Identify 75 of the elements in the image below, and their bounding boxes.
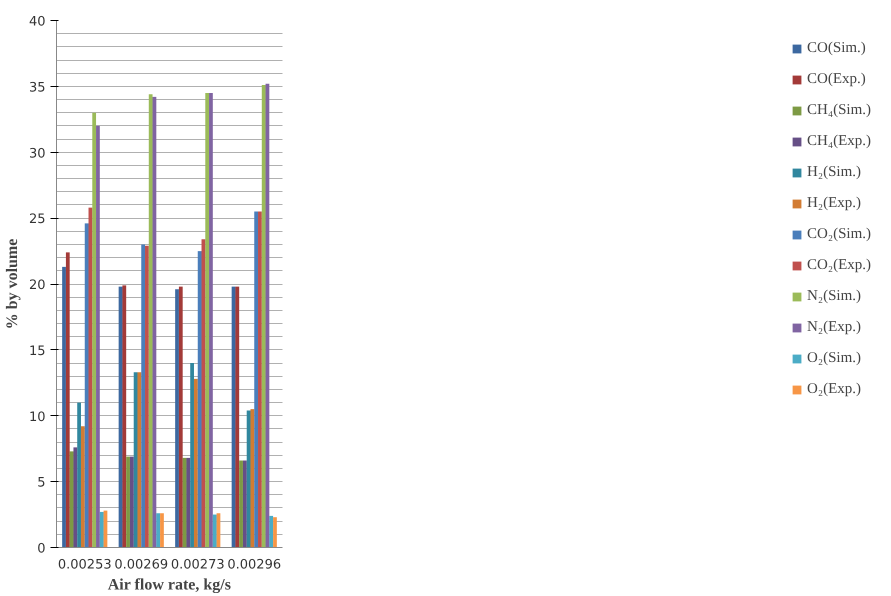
bar bbox=[88, 208, 92, 548]
legend-label: O₂(Sim.) bbox=[807, 350, 861, 367]
bar bbox=[269, 516, 274, 548]
bar bbox=[235, 286, 240, 548]
bar bbox=[141, 244, 146, 548]
bar bbox=[160, 513, 164, 548]
bar bbox=[145, 246, 149, 548]
y-tick-label: 25 bbox=[28, 212, 46, 228]
bar bbox=[178, 286, 183, 548]
bar bbox=[273, 517, 277, 548]
legend-label: CO₂(Exp.) bbox=[807, 257, 871, 274]
bar bbox=[137, 372, 142, 548]
bar bbox=[84, 223, 89, 548]
bar bbox=[70, 451, 74, 548]
y-tick-label: 20 bbox=[28, 278, 46, 293]
bar bbox=[254, 212, 258, 548]
legend-label: CO(Sim.) bbox=[807, 40, 866, 57]
bar bbox=[80, 426, 85, 548]
bar bbox=[66, 252, 70, 548]
legend-label: N₂(Exp.) bbox=[807, 319, 861, 336]
bar bbox=[186, 458, 190, 548]
x-axis-title: Air flow rate, kg/s bbox=[108, 576, 231, 594]
bar bbox=[262, 85, 266, 548]
bar bbox=[156, 513, 160, 548]
y-tick-label: 30 bbox=[28, 146, 46, 162]
legend-label: O₂(Exp.) bbox=[807, 381, 861, 398]
bar bbox=[232, 286, 236, 548]
y-axis-title: % by volume bbox=[4, 238, 21, 330]
bar bbox=[134, 372, 138, 548]
bar bbox=[73, 447, 78, 548]
legend-label: H₂(Sim.) bbox=[807, 164, 861, 181]
bar bbox=[182, 458, 186, 548]
bar bbox=[246, 410, 250, 548]
bar bbox=[205, 92, 210, 548]
bar bbox=[198, 251, 202, 548]
legend-label: CH₄(Exp.) bbox=[807, 133, 871, 150]
bar bbox=[190, 363, 194, 548]
bar bbox=[202, 239, 206, 548]
bar bbox=[96, 126, 100, 548]
y-tick-label: 35 bbox=[28, 80, 46, 96]
bar bbox=[126, 456, 130, 548]
y-tick-label: 0 bbox=[37, 542, 46, 556]
x-tick-label: 0.00269 bbox=[114, 558, 168, 572]
bar bbox=[209, 92, 213, 548]
bar bbox=[130, 456, 134, 548]
bar bbox=[148, 94, 153, 548]
x-tick-label: 0.00253 bbox=[58, 558, 112, 572]
bar bbox=[122, 285, 126, 548]
bar bbox=[266, 84, 270, 548]
y-tick-label: 40 bbox=[28, 14, 46, 30]
bar bbox=[250, 409, 254, 548]
bar bbox=[77, 402, 81, 548]
bar bbox=[242, 460, 247, 548]
bar bbox=[212, 514, 217, 548]
bar bbox=[100, 512, 104, 548]
y-tick-label: 10 bbox=[28, 410, 46, 425]
bar bbox=[104, 510, 108, 548]
bar bbox=[62, 266, 66, 548]
bar bbox=[118, 286, 122, 548]
legend-label: CH₄(Sim.) bbox=[807, 102, 871, 119]
y-tick-label: 5 bbox=[37, 476, 46, 491]
bar bbox=[216, 513, 220, 548]
bar bbox=[239, 460, 243, 548]
legend-label: H₂(Exp.) bbox=[807, 195, 861, 212]
legend-label: CO(Exp.) bbox=[807, 71, 866, 88]
bar bbox=[258, 212, 262, 548]
legend-label: CO₂(Sim.) bbox=[807, 226, 871, 243]
x-tick-label: 0.00273 bbox=[170, 558, 225, 572]
y-tick-label: 15 bbox=[28, 344, 46, 359]
legend-label: N₂(Sim.) bbox=[807, 288, 861, 305]
x-tick-label: 0.00296 bbox=[227, 558, 282, 572]
bar bbox=[92, 112, 96, 548]
bar bbox=[152, 96, 156, 548]
bar bbox=[175, 289, 179, 548]
bar bbox=[194, 378, 198, 548]
